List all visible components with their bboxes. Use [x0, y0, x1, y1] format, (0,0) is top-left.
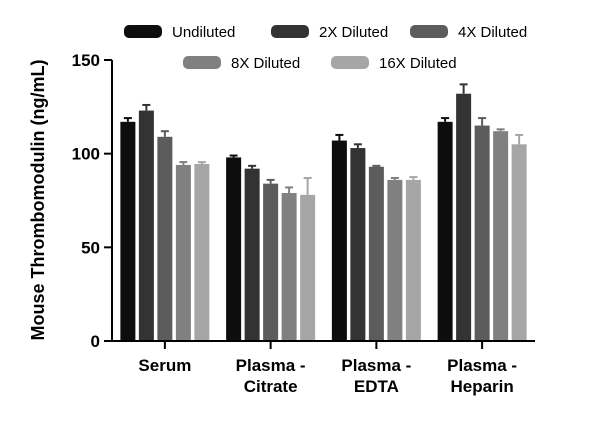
- bar-series: [120, 83, 527, 341]
- bar: [138, 110, 154, 341]
- bar: [281, 193, 297, 341]
- bar: [368, 166, 384, 341]
- legend-label: Undiluted: [172, 24, 235, 41]
- bar: [120, 121, 136, 341]
- bar: [387, 179, 403, 341]
- bar: [244, 168, 260, 341]
- bar: [405, 179, 421, 341]
- bar: [175, 164, 191, 341]
- legend-swatch: [124, 25, 162, 38]
- x-category-label: Serum: [138, 356, 191, 375]
- legend-swatch: [271, 25, 309, 38]
- bar: [350, 148, 366, 341]
- bar: [157, 136, 173, 341]
- legend-swatch: [410, 25, 448, 38]
- x-category-label: Plasma - Heparin: [447, 356, 517, 396]
- bar: [331, 140, 347, 341]
- axes: 0 50 100 150 Serum Plasma - Citrate Plasma - EDT…: [72, 51, 535, 396]
- legend-label: 16X Diluted: [379, 55, 457, 72]
- bar: [437, 121, 453, 341]
- x-category-label-line: Plasma -: [236, 356, 306, 375]
- x-category-label-line: Heparin: [450, 377, 513, 396]
- bar: [226, 157, 242, 341]
- x-category-label-line: EDTA: [354, 377, 399, 396]
- y-axis-title: Mouse Thrombomodulin (ng/mL): [28, 60, 48, 341]
- legend-label: 8X Diluted: [231, 55, 300, 72]
- x-category-label-line: Plasma -: [447, 356, 517, 375]
- bar: [456, 93, 472, 341]
- bar: [263, 183, 279, 341]
- bar: [474, 125, 490, 341]
- bar: [194, 163, 210, 341]
- legend-label: 4X Diluted: [458, 24, 527, 41]
- y-tick-label: 100: [72, 145, 100, 164]
- x-category-label-line: Plasma -: [341, 356, 411, 375]
- y-tick-label: 0: [91, 332, 100, 351]
- y-tick-label: 50: [81, 238, 100, 257]
- y-tick-label: 150: [72, 51, 100, 70]
- x-category-label: Plasma - Citrate: [236, 356, 306, 396]
- legend-label: 2X Diluted: [319, 24, 388, 41]
- legend-swatch: [183, 56, 221, 69]
- x-category-label: Plasma - EDTA: [341, 356, 411, 396]
- bar: [493, 131, 509, 341]
- bar: [511, 144, 527, 341]
- bar: [300, 194, 316, 341]
- legend: Undiluted 2X Diluted 4X Diluted 8X Diluted 1…: [124, 24, 527, 72]
- x-category-label-line: Serum: [138, 356, 191, 375]
- legend-swatch: [331, 56, 369, 69]
- x-category-label-line: Citrate: [244, 377, 298, 396]
